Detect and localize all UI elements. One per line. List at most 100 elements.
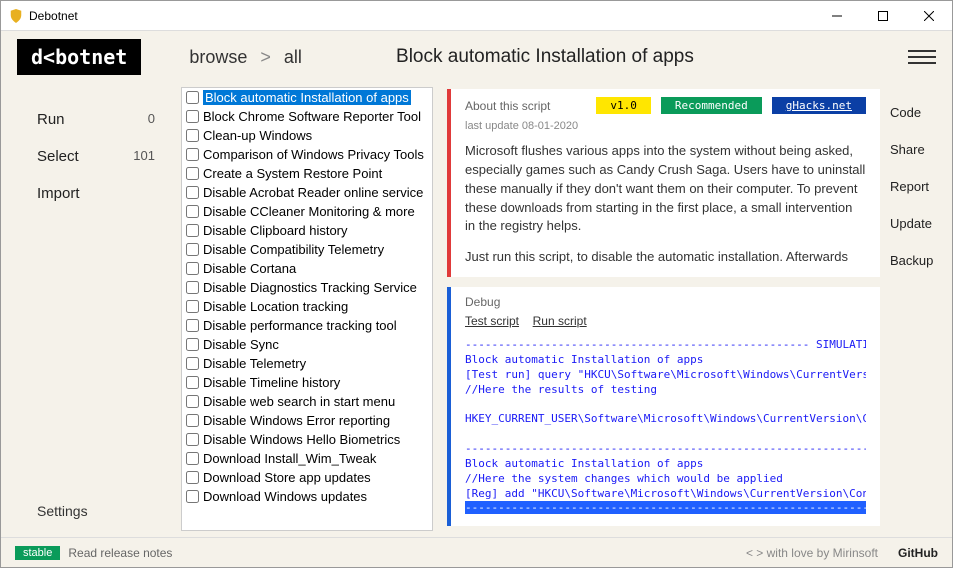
list-item[interactable]: Comparison of Windows Privacy Tools — [182, 145, 432, 164]
credits: < > with love by Mirinsoft — [746, 546, 878, 560]
about-label: About this script — [465, 99, 550, 113]
version-badge: v1.0 — [596, 97, 651, 114]
list-item[interactable]: Disable Windows Hello Biometrics — [182, 430, 432, 449]
breadcrumb-sep: > — [260, 47, 271, 67]
list-item[interactable]: Disable Clipboard history — [182, 221, 432, 240]
nav-settings[interactable]: Settings — [1, 493, 181, 537]
nav-select[interactable]: Select 101 — [1, 138, 181, 175]
side-update[interactable]: Update — [890, 216, 944, 231]
debug-console: ----------------------------------------… — [465, 338, 866, 516]
side-report[interactable]: Report — [890, 179, 944, 194]
list-item-checkbox[interactable] — [186, 205, 199, 218]
nav-run[interactable]: Run 0 — [1, 101, 181, 138]
list-item[interactable]: Disable web search in start menu — [182, 392, 432, 411]
recommended-badge: Recommended — [661, 97, 762, 114]
list-item-checkbox[interactable] — [186, 395, 199, 408]
list-item[interactable]: Disable Timeline history — [182, 373, 432, 392]
list-item-checkbox[interactable] — [186, 357, 199, 370]
list-item-label: Disable Compatibility Telemetry — [203, 242, 384, 257]
nav-import[interactable]: Import — [1, 175, 181, 212]
list-item-checkbox[interactable] — [186, 186, 199, 199]
list-item-checkbox[interactable] — [186, 471, 199, 484]
list-item[interactable]: Download Windows updates — [182, 487, 432, 506]
list-item[interactable]: Disable CCleaner Monitoring & more — [182, 202, 432, 221]
list-item[interactable]: Block automatic Installation of apps — [182, 88, 432, 107]
list-item-checkbox[interactable] — [186, 300, 199, 313]
logo: d<botnet — [17, 39, 141, 75]
list-item[interactable]: Disable Diagnostics Tracking Service — [182, 278, 432, 297]
list-item-label: Download Windows updates — [203, 489, 367, 504]
release-notes-link[interactable]: Read release notes — [68, 546, 172, 560]
breadcrumb-browse[interactable]: browse — [189, 47, 247, 67]
close-button[interactable] — [906, 1, 952, 31]
list-item[interactable]: Download Install_Wim_Tweak — [182, 449, 432, 468]
maximize-button[interactable] — [860, 1, 906, 31]
list-item-checkbox[interactable] — [186, 91, 199, 104]
nav-run-label: Run — [37, 111, 65, 128]
list-item-label: Disable performance tracking tool — [203, 318, 397, 333]
list-item-checkbox[interactable] — [186, 376, 199, 389]
list-item[interactable]: Clean-up Windows — [182, 126, 432, 145]
list-item-checkbox[interactable] — [186, 243, 199, 256]
footer: stable Read release notes < > with love … — [1, 537, 952, 567]
list-item-checkbox[interactable] — [186, 110, 199, 123]
list-item-checkbox[interactable] — [186, 319, 199, 332]
list-item[interactable]: Block Chrome Software Reporter Tool — [182, 107, 432, 126]
about-panel: About this script v1.0 Recommended gHack… — [447, 89, 880, 277]
nav-select-count: 101 — [133, 148, 155, 165]
list-item-label: Disable Cortana — [203, 261, 296, 276]
source-link[interactable]: gHacks.net — [772, 97, 866, 114]
test-script-link[interactable]: Test script — [465, 314, 519, 328]
list-item-checkbox[interactable] — [186, 129, 199, 142]
app-icon — [9, 9, 23, 23]
description-2: Just run this script, to disable the aut… — [465, 248, 866, 267]
list-item-checkbox[interactable] — [186, 167, 199, 180]
list-item-label: Disable Timeline history — [203, 375, 340, 390]
breadcrumb[interactable]: browse > all — [189, 47, 302, 68]
menu-icon[interactable] — [908, 46, 936, 68]
list-item-label: Block Chrome Software Reporter Tool — [203, 109, 421, 124]
description-1: Microsoft flushes various apps into the … — [465, 142, 866, 236]
list-item-checkbox[interactable] — [186, 433, 199, 446]
list-item-label: Clean-up Windows — [203, 128, 312, 143]
nav-run-count: 0 — [148, 111, 155, 128]
script-list: Block automatic Installation of apps Bloc… — [181, 87, 433, 531]
list-item-label: Disable Location tracking — [203, 299, 348, 314]
titlebar: Debotnet — [1, 1, 952, 31]
list-item[interactable]: Disable Telemetry — [182, 354, 432, 373]
list-item[interactable]: Disable Compatibility Telemetry — [182, 240, 432, 259]
page-title: Block automatic Installation of apps — [302, 46, 908, 68]
script-list-scroll[interactable]: Block automatic Installation of apps Bloc… — [182, 88, 432, 530]
minimize-button[interactable] — [814, 1, 860, 31]
nav-import-label: Import — [37, 185, 80, 202]
list-item-checkbox[interactable] — [186, 452, 199, 465]
side-code[interactable]: Code — [890, 105, 944, 120]
side-backup[interactable]: Backup — [890, 253, 944, 268]
run-script-link[interactable]: Run script — [533, 314, 587, 328]
list-item[interactable]: Disable Windows Error reporting — [182, 411, 432, 430]
list-item-checkbox[interactable] — [186, 148, 199, 161]
list-item-label: Disable web search in start menu — [203, 394, 395, 409]
list-item[interactable]: Disable Location tracking — [182, 297, 432, 316]
github-link[interactable]: GitHub — [898, 546, 938, 560]
side-share[interactable]: Share — [890, 142, 944, 157]
list-item-label: Download Install_Wim_Tweak — [203, 451, 376, 466]
list-item[interactable]: Disable Sync — [182, 335, 432, 354]
list-item[interactable]: Disable Cortana — [182, 259, 432, 278]
list-item-label: Disable Windows Hello Biometrics — [203, 432, 400, 447]
list-item-checkbox[interactable] — [186, 338, 199, 351]
topbar: d<botnet browse > all Block automatic In… — [1, 31, 952, 83]
list-item-checkbox[interactable] — [186, 490, 199, 503]
list-item[interactable]: Download Store app updates — [182, 468, 432, 487]
list-item-checkbox[interactable] — [186, 281, 199, 294]
breadcrumb-all[interactable]: all — [284, 47, 302, 67]
list-item[interactable]: Create a System Restore Point — [182, 164, 432, 183]
list-item-checkbox[interactable] — [186, 414, 199, 427]
list-item-label: Disable Sync — [203, 337, 279, 352]
list-item-label: Comparison of Windows Privacy Tools — [203, 147, 424, 162]
list-item[interactable]: Disable performance tracking tool — [182, 316, 432, 335]
list-item-checkbox[interactable] — [186, 224, 199, 237]
list-item-label: Disable Telemetry — [203, 356, 306, 371]
list-item[interactable]: Disable Acrobat Reader online service — [182, 183, 432, 202]
list-item-checkbox[interactable] — [186, 262, 199, 275]
